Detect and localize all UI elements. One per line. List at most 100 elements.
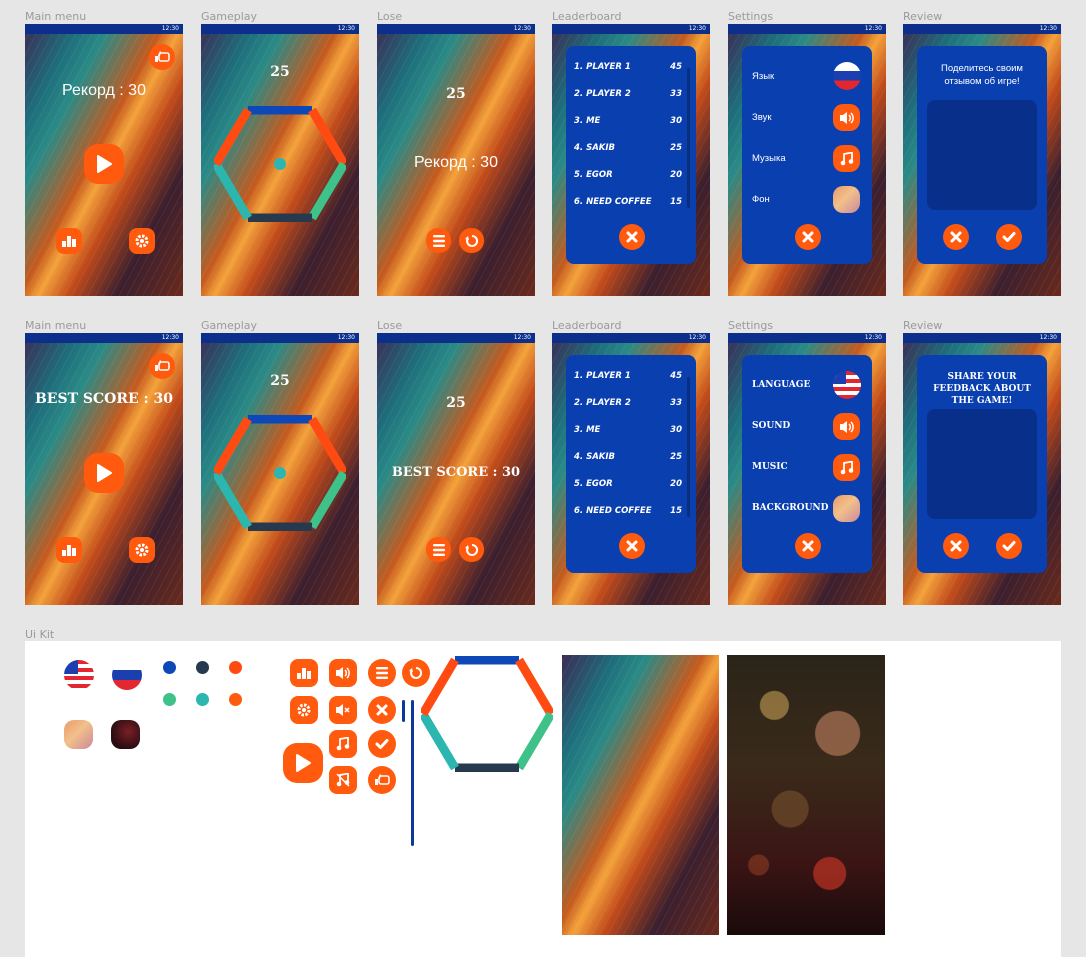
close-button[interactable]: [795, 533, 821, 559]
status-bar: 12:30: [552, 333, 710, 343]
sound-toggle[interactable]: [833, 104, 860, 131]
frame-label-gameplay: Gameplay: [201, 10, 258, 23]
status-bar: 12:30: [25, 333, 183, 343]
review-title: Поделитесь своим отзывом об игре!: [941, 63, 1023, 87]
setting-label-music: MUSIC: [752, 462, 788, 472]
background-swatch[interactable]: [833, 186, 860, 213]
usa-flag-icon[interactable]: [833, 371, 861, 399]
setting-label-background: BACKGROUND: [752, 503, 829, 513]
setting-label-background: Фон: [752, 194, 770, 205]
music-toggle[interactable]: [833, 145, 860, 172]
close-icon: [802, 540, 814, 552]
music-on-button-sample: [329, 730, 357, 758]
close-button[interactable]: [619, 533, 645, 559]
current-score: 25: [270, 64, 290, 80]
hexagon-sample: [421, 656, 553, 772]
background-swatch-light: [64, 720, 93, 749]
ball-teal-icon: [196, 693, 209, 706]
menu-button-sample: [368, 659, 396, 687]
close-button[interactable]: [619, 224, 645, 250]
status-bar: 12:30: [25, 24, 183, 34]
leaderboard-row: 1. PLAYER 1 45: [574, 371, 682, 381]
status-bar: 12:30: [903, 333, 1061, 343]
play-button-sample: [283, 743, 323, 783]
lose-screen-ru: 12:30 25 Рекорд : 30: [377, 24, 535, 296]
review-panel: Поделитесь своим отзывом об игре!: [917, 46, 1047, 264]
cancel-button[interactable]: [943, 224, 969, 250]
usa-flag-icon: [64, 660, 94, 690]
leaderboard-row: 5. EGOR 20: [574, 170, 682, 180]
gear-icon: [135, 543, 149, 557]
music-toggle[interactable]: [833, 454, 860, 481]
status-bar: 12:30: [377, 333, 535, 343]
hexagon-arena: [214, 106, 346, 222]
sound-off-button-sample: [329, 696, 357, 724]
settings-panel: LANGUAGE SOUND MUSIC BACKGROUND: [742, 355, 872, 573]
status-bar: 12:30: [201, 24, 359, 34]
close-button[interactable]: [795, 224, 821, 250]
gear-button-sample: [290, 696, 318, 724]
main-menu-screen-ru: 12:30 Рекорд : 30: [25, 24, 183, 296]
menu-button[interactable]: [426, 228, 451, 253]
review-textarea[interactable]: [927, 100, 1037, 210]
gameplay-screen-ru: 12:30 25: [201, 24, 359, 296]
best-score-text: Рекорд : 30: [414, 154, 498, 171]
feedback-button-sample: [368, 766, 396, 794]
gameplay-screen-en: 12:30 25: [201, 333, 359, 605]
leaderboard-button[interactable]: [56, 228, 82, 254]
music-off-icon: [336, 773, 350, 787]
scrollbar[interactable]: [687, 377, 690, 517]
scrollbar[interactable]: [687, 68, 690, 208]
settings-screen-ru: 12:30 Язык Звук Музыка Фон: [728, 24, 886, 296]
frame-label-lose: Lose: [377, 319, 403, 332]
sound-toggle[interactable]: [833, 413, 860, 440]
submit-button[interactable]: [996, 224, 1022, 250]
russia-flag-icon[interactable]: [833, 62, 861, 90]
status-bar: 12:30: [728, 24, 886, 34]
play-icon: [97, 464, 112, 482]
leaderboard-screen-en: 12:30 1. PLAYER 1 45 2. PLAYER 2 33 3. ME 3…: [552, 333, 710, 605]
play-icon: [296, 754, 311, 772]
feedback-icon: [155, 51, 170, 62]
leaderboard-row: 3. ME 30: [574, 116, 682, 126]
settings-button[interactable]: [129, 228, 155, 254]
play-button[interactable]: [84, 453, 124, 493]
frame-label-main-menu: Main menu: [25, 319, 87, 332]
feedback-button[interactable]: [149, 353, 175, 379]
submit-button[interactable]: [996, 533, 1022, 559]
hexagon-arena: [214, 415, 346, 531]
lose-screen-en: 12:30 25 BEST SCORE : 30: [377, 333, 535, 605]
cancel-button[interactable]: [943, 533, 969, 559]
leaderboard-row: 4. SAKIB 25: [574, 143, 682, 153]
ball-icon: [274, 467, 286, 479]
leaderboard-button[interactable]: [56, 537, 82, 563]
leaderboard-panel: 1. PLAYER 1 45 2. PLAYER 2 33 3. ME 30 4. S…: [566, 355, 696, 573]
frame-label-gameplay: Gameplay: [201, 319, 258, 332]
review-screen-en: 12:30 SHARE YOUR FEEDBACK ABOUT THE GAME…: [903, 333, 1061, 605]
status-bar: 12:30: [728, 333, 886, 343]
settings-button[interactable]: [129, 537, 155, 563]
feedback-icon: [375, 774, 390, 785]
feedback-button[interactable]: [149, 44, 175, 70]
restart-button[interactable]: [459, 537, 484, 562]
leaderboard-row: 6. NEED COFFEE 15: [574, 506, 682, 516]
background-swatch[interactable]: [833, 495, 860, 522]
final-score: 25: [446, 86, 466, 102]
check-icon: [1002, 232, 1016, 242]
review-textarea[interactable]: [927, 409, 1037, 519]
background-swatch-dark: [111, 720, 140, 749]
menu-button[interactable]: [426, 537, 451, 562]
restart-button[interactable]: [459, 228, 484, 253]
review-panel: SHARE YOUR FEEDBACK ABOUT THE GAME!: [917, 355, 1047, 573]
play-button[interactable]: [84, 144, 124, 184]
scrollbar-thumb-sample: [402, 700, 405, 722]
setting-label-sound: SOUND: [752, 421, 791, 431]
podium-button-sample: [290, 659, 318, 687]
frame-label-lose: Lose: [377, 10, 403, 23]
check-icon: [375, 739, 389, 749]
leaderboard-panel: 1. PLAYER 1 45 2. PLAYER 2 33 3. ME 30 4. S…: [566, 46, 696, 264]
ball-blue-icon: [163, 661, 176, 674]
restart-icon: [464, 234, 478, 247]
setting-label-music: Музыка: [752, 153, 786, 164]
restart-button-sample: [402, 659, 430, 687]
